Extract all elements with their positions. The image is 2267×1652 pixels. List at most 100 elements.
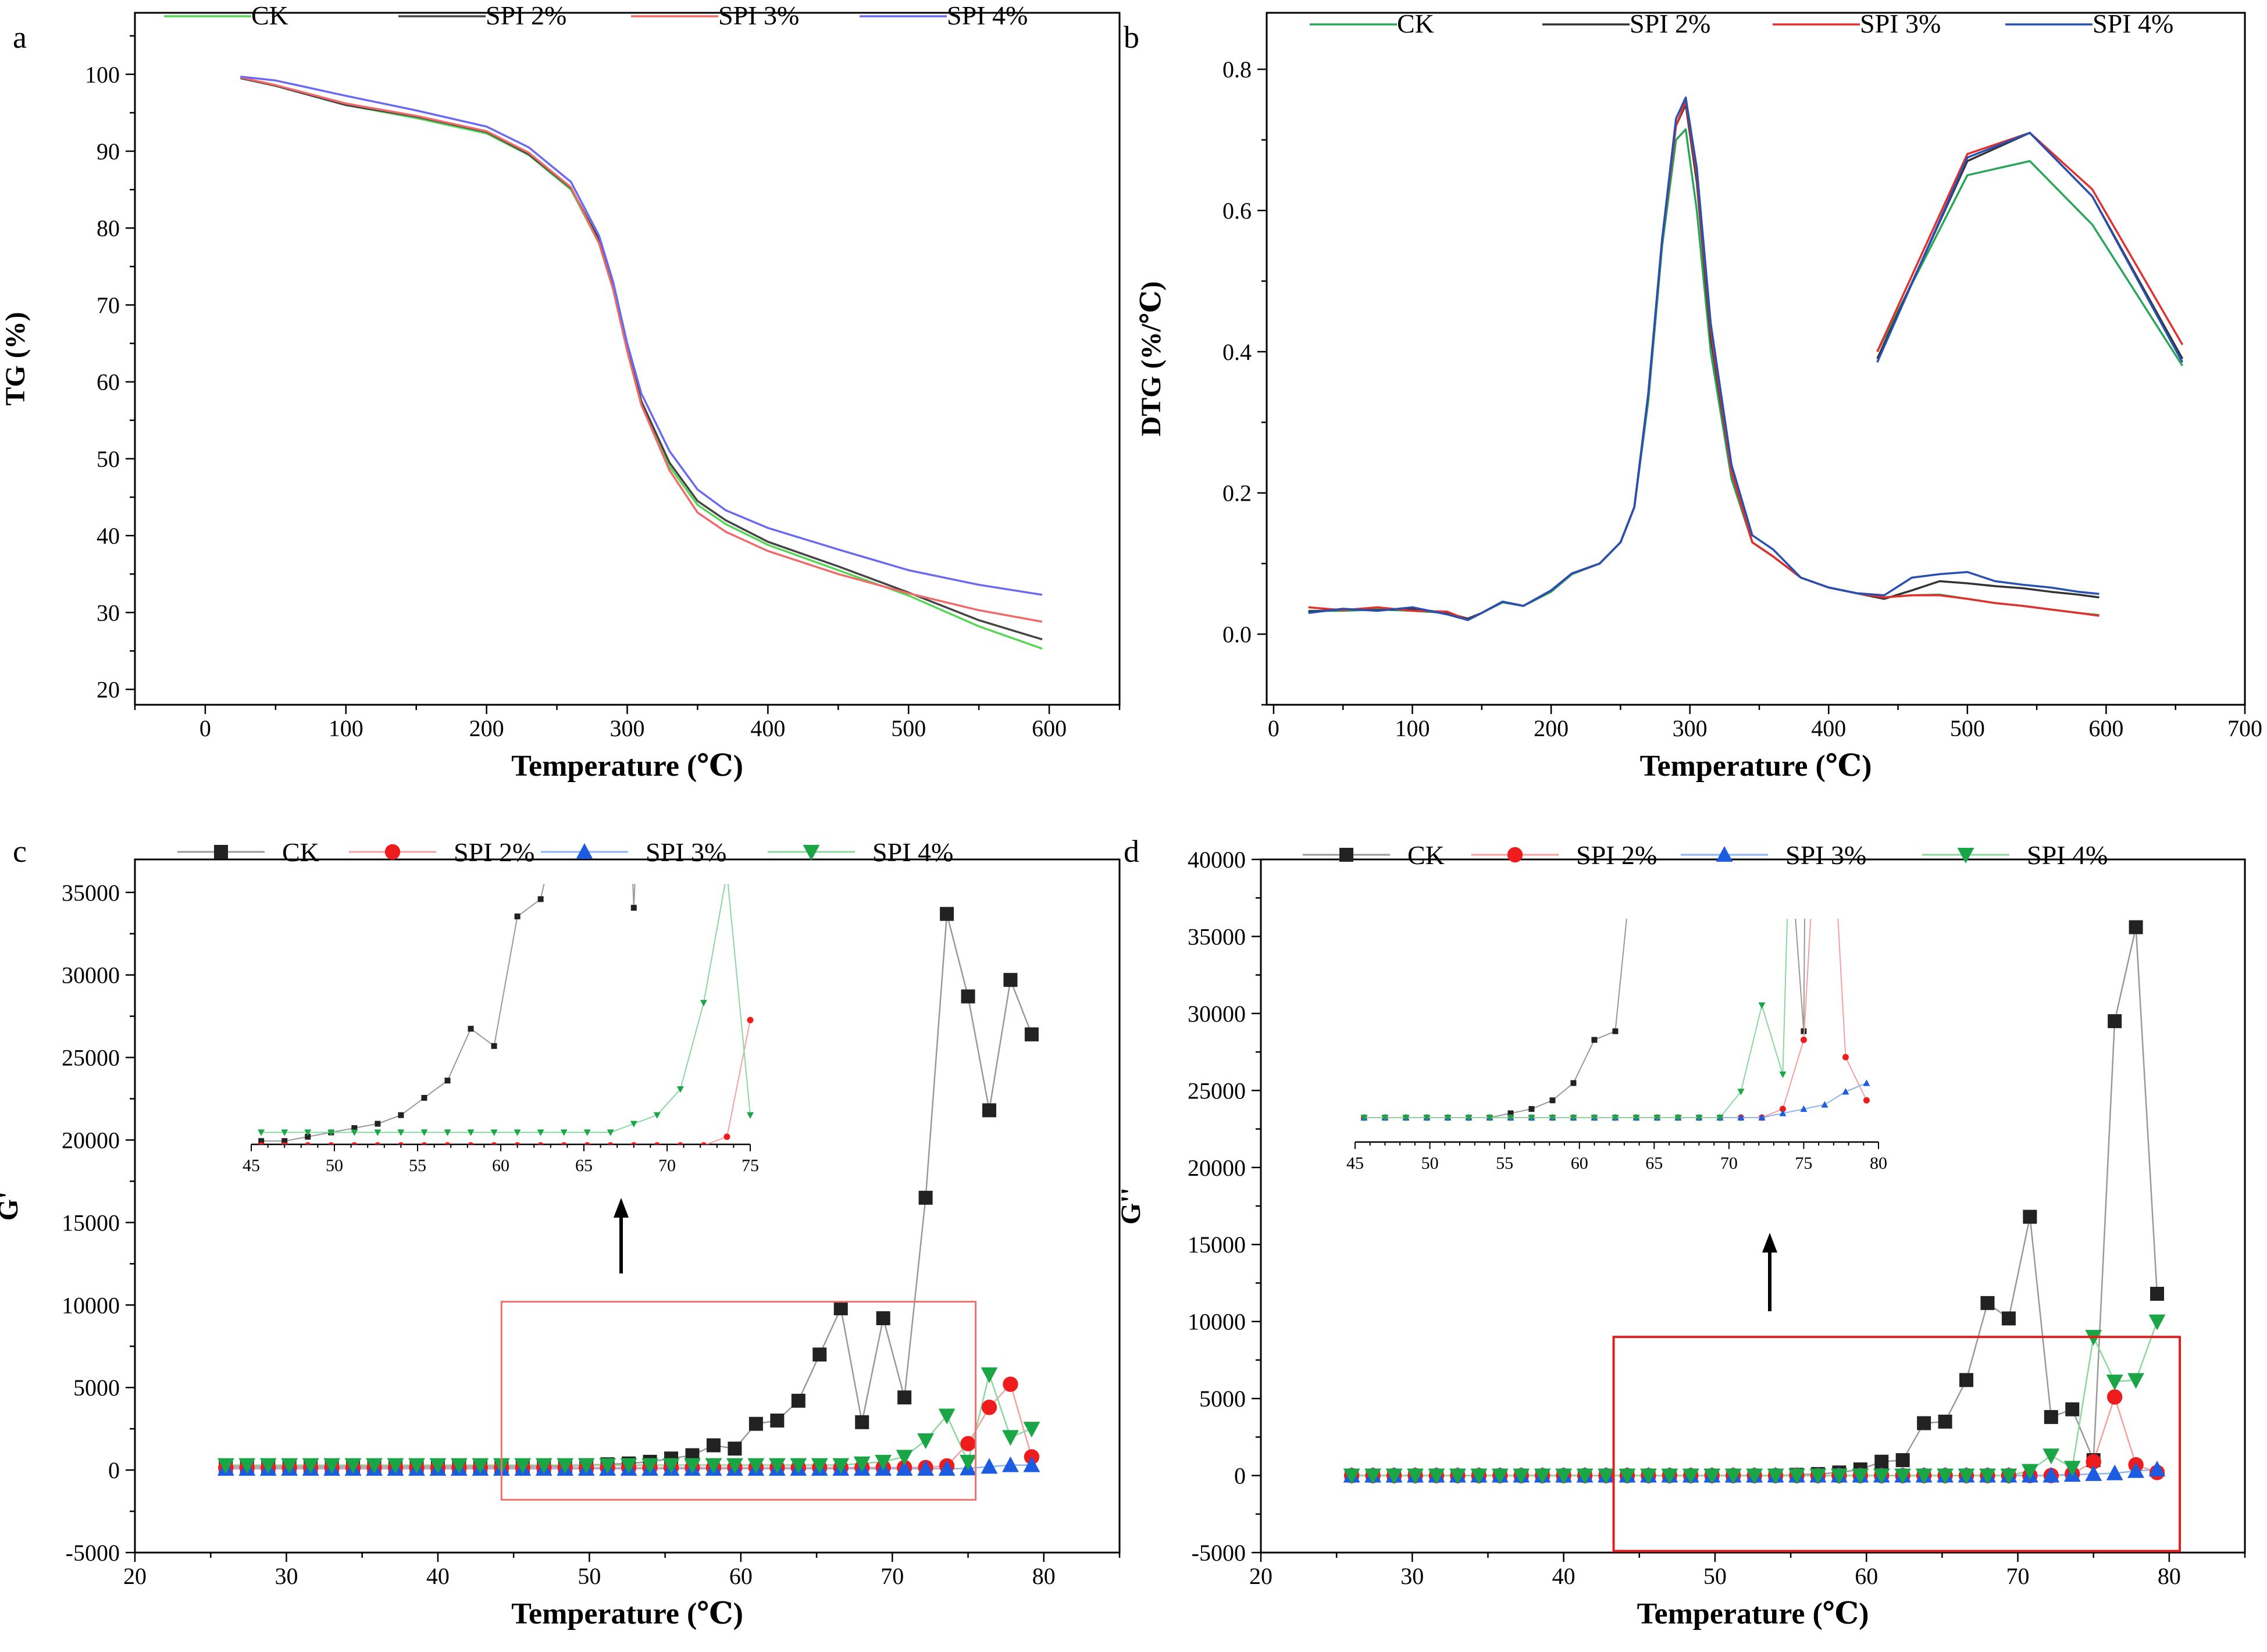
chart-c-y-tick-label: 35000 bbox=[62, 880, 120, 906]
chart-c-point-triangle-down bbox=[217, 1458, 234, 1474]
chart-c-inset-point-triangle-up bbox=[561, 1148, 568, 1154]
chart-b-inset-series-line bbox=[1876, 131, 2184, 352]
chart-d-point-square bbox=[1874, 1454, 1889, 1469]
chart-d-inset-tick-label: 55 bbox=[1496, 1154, 1513, 1173]
chart-c-point-triangle-down bbox=[705, 1458, 722, 1474]
chart-d-y-tick-label: 0 bbox=[1234, 1463, 1246, 1489]
chart-c-x-tick-label: 40 bbox=[426, 1563, 450, 1589]
chart-b-legend-label: SPI 3% bbox=[1860, 9, 1941, 38]
chart-d-point-triangle-down bbox=[2106, 1374, 2123, 1390]
chart-c-inset-point-circle bbox=[328, 1142, 334, 1144]
chart-c-x-tick-label: 30 bbox=[275, 1563, 298, 1589]
chart-d-point-triangle-down bbox=[1385, 1468, 1403, 1485]
chart-c-inset-point-triangle-down bbox=[653, 1112, 661, 1119]
chart-d-legend-label: SPI 4% bbox=[2027, 840, 2108, 870]
chart-c-point-triangle-down bbox=[662, 1458, 680, 1474]
chart-c-series-line bbox=[226, 914, 1033, 1468]
chart-c-inset-point-triangle-up bbox=[444, 1148, 451, 1154]
chart-c-inset-point-triangle-up bbox=[258, 1148, 265, 1154]
chart-c-point-triangle-down bbox=[684, 1458, 701, 1474]
chart-c-inset-point-circle bbox=[421, 1142, 427, 1144]
chart-c-inset-point-triangle-up bbox=[723, 1148, 730, 1154]
chart-d-point-triangle-down bbox=[1809, 1468, 1827, 1485]
chart-c-inset-point-circle bbox=[258, 1142, 265, 1144]
chart-d-point-triangle-down bbox=[1746, 1468, 1763, 1485]
chart-c-inset-point-square bbox=[281, 1138, 288, 1144]
chart-b-x-tick-label: 600 bbox=[2088, 715, 2123, 741]
chart-d-point-square bbox=[2129, 920, 2143, 934]
chart-d-point-triangle-down bbox=[1703, 1468, 1721, 1485]
chart-d-y-tick-label: 25000 bbox=[1188, 1077, 1246, 1104]
chart-c-point-square bbox=[728, 1442, 742, 1456]
chart-d-point-triangle-down bbox=[1788, 1468, 1805, 1485]
chart-d-point-triangle-up bbox=[2148, 1460, 2166, 1476]
chart-c-y-tick-label: 5000 bbox=[73, 1375, 120, 1401]
chart-d-point-triangle-down bbox=[1619, 1468, 1636, 1485]
chart-d-legend-point-circle bbox=[1507, 847, 1523, 863]
chart-d-zoom-box bbox=[1612, 1336, 2182, 1553]
chart-c-inset-series-line bbox=[261, 884, 751, 1133]
chart-a-series-line bbox=[240, 77, 1043, 641]
chart-c-inset-point-circle bbox=[444, 1142, 451, 1144]
chart-c-point-triangle-down bbox=[726, 1458, 743, 1474]
chart-c-y-tick-label: 10000 bbox=[62, 1292, 120, 1318]
chart-c-point-square bbox=[791, 1393, 805, 1408]
chart-d-inset-point-triangle-down bbox=[1507, 1115, 1514, 1122]
chart-b-x-tick-label: 200 bbox=[1534, 715, 1569, 741]
chart-c-inset-point-triangle-down bbox=[420, 1129, 428, 1136]
chart-c-inset-point-triangle-down bbox=[537, 1129, 544, 1136]
chart-c-inset-point-triangle-up bbox=[654, 1148, 661, 1154]
chart-c-point-square bbox=[1003, 973, 1018, 987]
chart-d-inset-point-circle bbox=[1779, 1105, 1786, 1112]
chart-b-legend-label: SPI 2% bbox=[1630, 9, 1710, 38]
chart-c-inset-tick-label: 45 bbox=[243, 1156, 260, 1175]
chart-c-panel-label: c bbox=[13, 834, 27, 869]
chart-c-inset-point-triangle-up bbox=[397, 1148, 404, 1154]
chart-a-legend-label: CK bbox=[251, 1, 288, 30]
chart-c-point-triangle-up bbox=[1002, 1456, 1019, 1472]
chart-d-point-triangle-down bbox=[1470, 1468, 1488, 1485]
chart-d-point-triangle-down bbox=[1661, 1468, 1678, 1485]
chart-c-inset-point-triangle-down bbox=[560, 1129, 568, 1136]
chart-d-x-tick-label: 50 bbox=[1703, 1563, 1727, 1589]
chart-d-point-triangle-down bbox=[1915, 1468, 1933, 1485]
chart-c-inset-point-square bbox=[654, 361, 660, 366]
chart-c-inset-tick-label: 55 bbox=[409, 1156, 426, 1175]
chart-d-inset-point-triangle-down bbox=[1444, 1115, 1452, 1122]
chart-c-point-square bbox=[812, 1347, 827, 1362]
chart-b-x-tick-label: 300 bbox=[1673, 715, 1708, 741]
chart-c-inset-point-circle bbox=[305, 1142, 311, 1144]
chart-c-legend-label: SPI 3% bbox=[646, 837, 726, 867]
chart-b-series-line bbox=[1308, 104, 2100, 620]
chart-c-point-triangle-down bbox=[811, 1458, 828, 1474]
chart-d-inset-tick-label: 50 bbox=[1421, 1154, 1439, 1173]
chart-c-x-tick-label: 20 bbox=[123, 1563, 147, 1589]
chart-b-x-tick-label: 100 bbox=[1395, 715, 1430, 741]
chart-c-inset-point-triangle-up bbox=[677, 1148, 684, 1154]
chart-d-inset-point-triangle-down bbox=[1549, 1115, 1556, 1122]
chart-d-y-tick-label: 5000 bbox=[1199, 1386, 1246, 1412]
chart-d-inset-point-square bbox=[1612, 1028, 1619, 1034]
chart-c-point-circle bbox=[960, 1436, 976, 1451]
chart-d-inset-point-triangle-down bbox=[1591, 1115, 1598, 1122]
chart-d-inset-point-triangle-down bbox=[1612, 1115, 1619, 1122]
chart-c-point-circle bbox=[1003, 1376, 1018, 1392]
chart-c-inset-point-triangle-down bbox=[304, 1129, 312, 1136]
chart-c-point-triangle-down bbox=[1002, 1430, 1019, 1446]
chart-a-legend-label: SPI 4% bbox=[947, 1, 1028, 30]
chart-d-inset-point-triangle-down bbox=[1779, 1071, 1787, 1078]
chart-c-inset-point-triangle-down bbox=[258, 1129, 265, 1136]
chart-c-inset-point-triangle-up bbox=[630, 1148, 637, 1154]
chart-c-point-triangle-down bbox=[768, 1458, 786, 1474]
chart-d-point-triangle-down bbox=[1343, 1468, 1360, 1485]
chart-b-y-tick-label: 0.6 bbox=[1222, 198, 1252, 224]
chart-b-series-line bbox=[1308, 100, 2100, 622]
chart-d-y-tick-label: 35000 bbox=[1188, 923, 1246, 950]
chart-d-inset-point-triangle-down bbox=[1758, 1002, 1766, 1009]
chart-c-point-triangle-down bbox=[514, 1458, 532, 1474]
chart-c-point-triangle-down bbox=[981, 1367, 998, 1383]
chart-c-point-square bbox=[961, 989, 975, 1004]
chart-c-inset-point-triangle-down bbox=[327, 1129, 335, 1136]
chart-d-y-tick-label: 20000 bbox=[1188, 1155, 1246, 1181]
chart-c-inset-point-triangle-down bbox=[700, 1000, 707, 1007]
